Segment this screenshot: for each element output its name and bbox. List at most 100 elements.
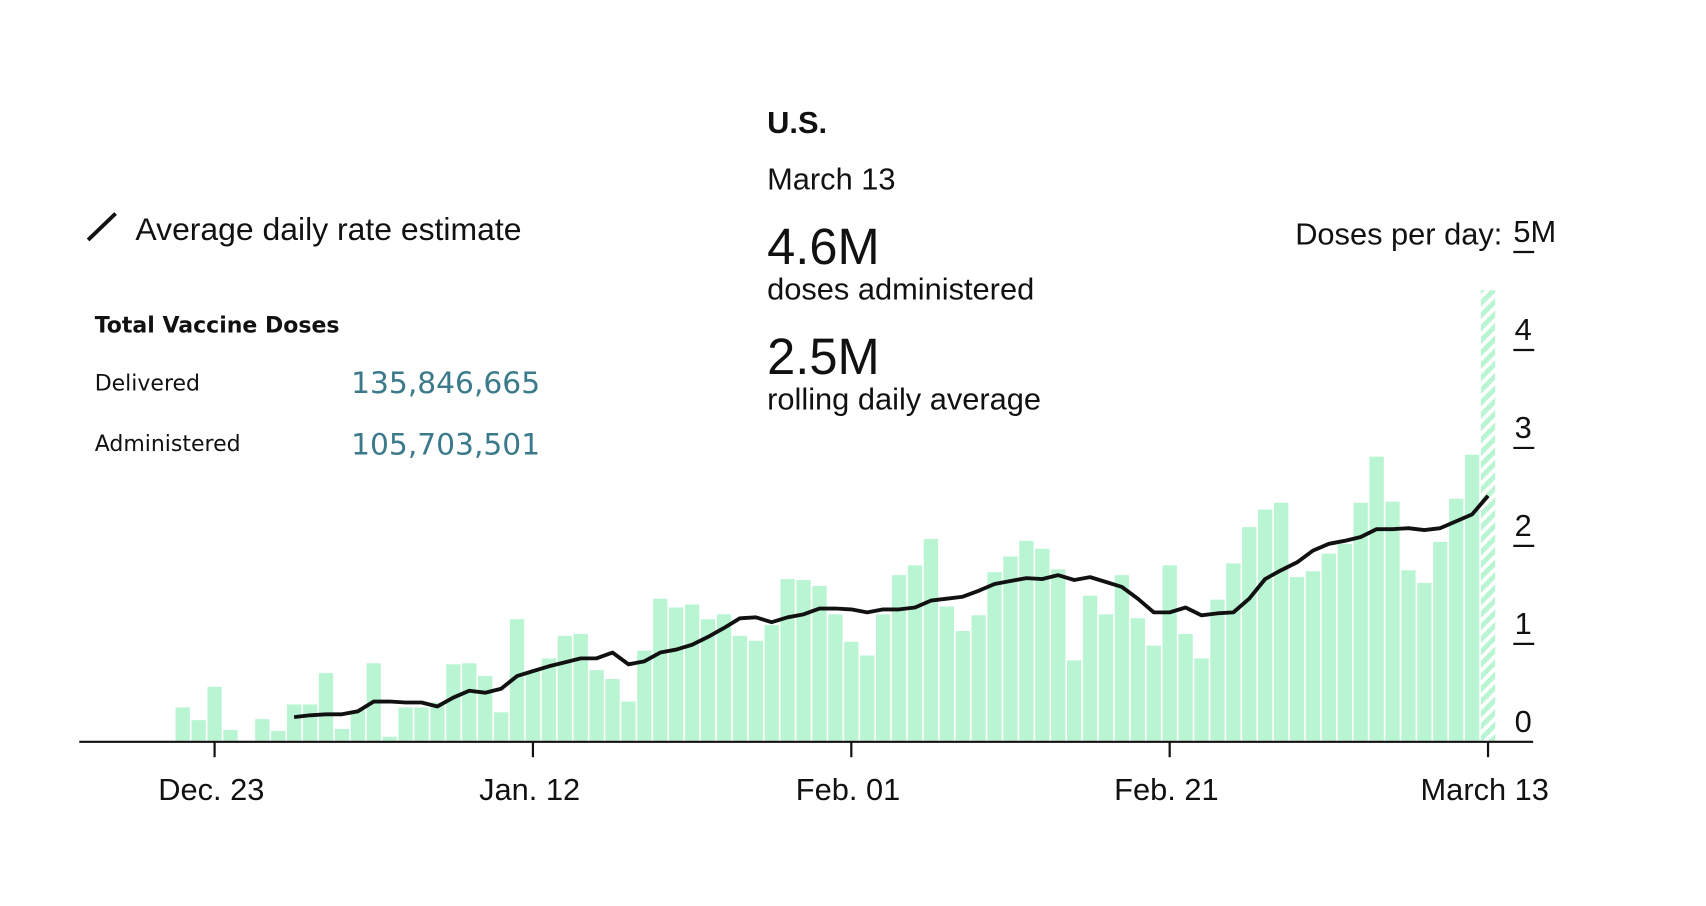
y-tick-label: 1 bbox=[1515, 606, 1532, 641]
bar bbox=[987, 572, 1002, 741]
y-tick-label: 4 bbox=[1515, 312, 1532, 347]
x-tick-label: March 13 bbox=[1421, 772, 1549, 807]
bar bbox=[700, 619, 716, 741]
y-tick-label: 0 bbox=[1515, 704, 1532, 739]
bar bbox=[844, 641, 859, 741]
bar bbox=[796, 580, 811, 741]
bar bbox=[1417, 582, 1432, 741]
bar bbox=[1194, 658, 1209, 741]
bar bbox=[414, 707, 429, 741]
bar bbox=[764, 625, 779, 741]
summary-value: 105,703,501 bbox=[351, 428, 540, 463]
bar bbox=[350, 710, 366, 741]
bar bbox=[287, 704, 302, 741]
y-tick-label: 3 bbox=[1515, 410, 1532, 445]
bar bbox=[573, 633, 588, 741]
bar bbox=[1210, 599, 1225, 741]
bar bbox=[1003, 556, 1018, 741]
bar bbox=[589, 670, 604, 741]
bar bbox=[382, 736, 397, 741]
bar bbox=[1146, 645, 1161, 741]
bar bbox=[1035, 548, 1050, 741]
bar bbox=[1321, 553, 1337, 741]
bar bbox=[302, 704, 318, 741]
bar bbox=[971, 615, 986, 741]
bar bbox=[207, 686, 222, 741]
bar bbox=[1067, 660, 1082, 741]
average-line bbox=[293, 494, 1490, 720]
bar bbox=[923, 538, 939, 741]
summary-title: Total Vaccine Doses bbox=[95, 313, 340, 338]
bar bbox=[716, 614, 732, 741]
bar bbox=[1385, 501, 1400, 741]
bar bbox=[1114, 575, 1130, 741]
tooltip-value: 2.5M bbox=[767, 328, 880, 385]
bar bbox=[669, 607, 684, 741]
bar bbox=[684, 604, 700, 741]
bar bbox=[605, 678, 620, 741]
plot: Dec. 23 Jan. 12 Feb. 01 Feb. 21 March 13 0 1 2 3… bbox=[79, 214, 1556, 807]
tooltip-label: rolling daily average bbox=[767, 381, 1041, 416]
bar bbox=[1449, 498, 1464, 741]
bar bbox=[748, 640, 763, 741]
legend-label: Average daily rate estimate bbox=[135, 211, 521, 247]
y-tick-label: 2 bbox=[1515, 508, 1532, 543]
bar bbox=[939, 606, 954, 741]
bar bbox=[541, 658, 557, 741]
bar bbox=[1226, 563, 1241, 741]
bar bbox=[1130, 618, 1145, 741]
tooltip-date: March 13 bbox=[767, 161, 895, 196]
summary-value: 135,846,665 bbox=[351, 366, 540, 401]
bar bbox=[493, 712, 509, 741]
bar bbox=[1242, 527, 1257, 741]
summary-label: Delivered bbox=[95, 372, 200, 397]
x-tick-label: Feb. 21 bbox=[1114, 772, 1218, 807]
y-tick-label: 5M bbox=[1513, 214, 1556, 249]
bar bbox=[223, 729, 238, 741]
bar bbox=[478, 676, 493, 741]
bar bbox=[1051, 569, 1066, 741]
bar bbox=[446, 664, 461, 741]
bar bbox=[1289, 577, 1305, 741]
bar bbox=[875, 614, 891, 741]
bar bbox=[175, 707, 190, 741]
bar bbox=[1464, 454, 1480, 741]
bar bbox=[637, 650, 652, 741]
tooltip-region: U.S. bbox=[767, 105, 827, 140]
bar bbox=[1337, 543, 1352, 741]
bar bbox=[1401, 570, 1416, 741]
bar bbox=[621, 701, 636, 741]
bar bbox=[780, 579, 795, 741]
bar bbox=[1353, 502, 1368, 741]
bar bbox=[271, 730, 286, 741]
x-tick-label: Dec. 23 bbox=[158, 772, 264, 807]
bar bbox=[1098, 614, 1114, 741]
bar bbox=[732, 635, 748, 741]
x-tick-label: Feb. 01 bbox=[796, 772, 900, 807]
bar bbox=[398, 707, 413, 741]
bar bbox=[509, 619, 525, 741]
bar bbox=[525, 671, 541, 741]
bar bbox=[1258, 509, 1273, 741]
bar bbox=[1162, 565, 1177, 741]
bar bbox=[891, 575, 907, 741]
bar bbox=[318, 673, 334, 741]
tooltip-label: doses administered bbox=[767, 271, 1034, 306]
bar bbox=[955, 630, 970, 741]
summary-label: Administered bbox=[95, 432, 241, 457]
bar bbox=[1273, 502, 1289, 741]
bar bbox=[828, 614, 843, 741]
bar bbox=[1082, 595, 1098, 741]
bar bbox=[653, 598, 668, 741]
bar bbox=[462, 663, 477, 741]
bar bbox=[1019, 540, 1034, 741]
bar bbox=[860, 655, 875, 741]
bar bbox=[1433, 541, 1448, 741]
bar bbox=[812, 585, 827, 741]
bar bbox=[430, 702, 445, 741]
bar bbox=[255, 719, 270, 741]
x-tick-label: Jan. 12 bbox=[479, 772, 580, 807]
bar bbox=[557, 635, 572, 741]
